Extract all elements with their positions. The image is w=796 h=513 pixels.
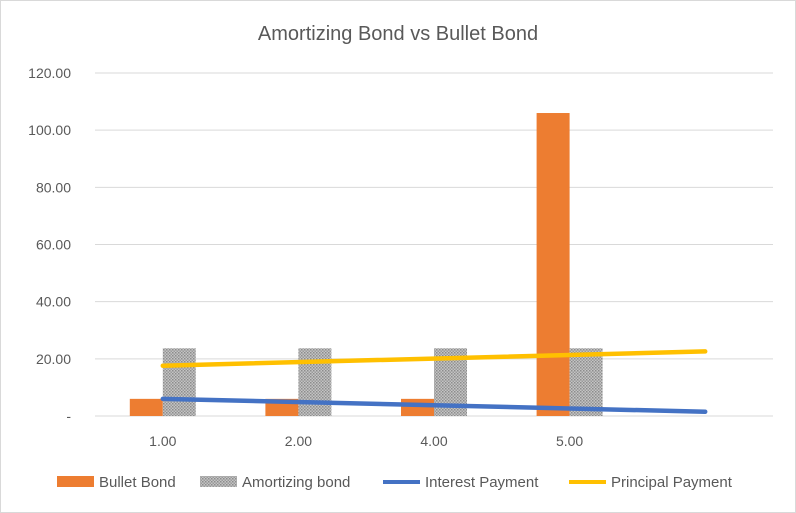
legend-swatch	[200, 476, 237, 487]
legend-label: Interest Payment	[425, 474, 539, 491]
x-tick-label: 5.00	[556, 433, 583, 449]
lines	[160, 349, 708, 414]
line-principal-payment	[160, 349, 708, 368]
gridlines	[95, 72, 773, 417]
bars	[129, 113, 603, 417]
x-tick-label: 2.00	[285, 433, 312, 449]
chart-title: Amortizing Bond vs Bullet Bond	[258, 23, 538, 45]
y-axis-ticks: - 20.00 40.00 60.00 80.00 100.00 120.00	[28, 65, 71, 424]
legend-item: Amortizing bond	[200, 474, 350, 491]
bar-amortizing-bond	[162, 348, 196, 416]
bar-bullet-bond	[401, 398, 434, 416]
bar-amortizing-bond	[298, 348, 332, 416]
legend: Bullet Bond Amortizing bond Interest Payme…	[57, 474, 733, 491]
y-tick-label: 60.00	[36, 237, 71, 253]
bar-amortizing-bond	[569, 348, 603, 416]
y-tick-label: 80.00	[36, 179, 71, 195]
legend-label: Amortizing bond	[242, 474, 350, 491]
x-tick-label: 4.00	[420, 433, 447, 449]
legend-label: Bullet Bond	[99, 474, 176, 491]
y-tick-label: -	[66, 408, 71, 424]
bar-bullet-bond	[536, 113, 570, 417]
line-interest-payment	[160, 396, 708, 414]
x-axis-ticks: 1.00 2.00 4.00 5.00	[149, 433, 583, 449]
legend-label: Principal Payment	[611, 474, 733, 491]
legend-item: Interest Payment	[383, 474, 539, 491]
bar-bullet-bond	[129, 398, 163, 416]
legend-item: Principal Payment	[569, 474, 733, 491]
y-tick-label: 120.00	[28, 65, 71, 81]
legend-swatch	[57, 476, 94, 487]
x-tick-label: 1.00	[149, 433, 176, 449]
y-tick-label: 40.00	[36, 294, 71, 310]
y-tick-label: 20.00	[36, 351, 71, 367]
y-tick-label: 100.00	[28, 122, 71, 138]
legend-item: Bullet Bond	[57, 474, 176, 491]
